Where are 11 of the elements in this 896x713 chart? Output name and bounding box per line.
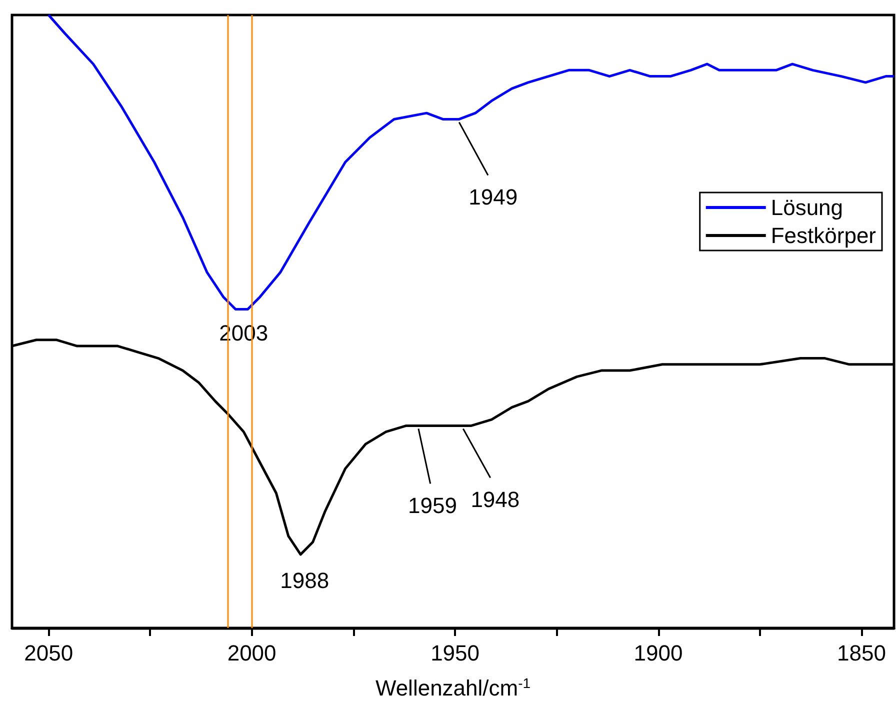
x-tick-label: 2000 — [227, 640, 276, 666]
x-tick-label: 1950 — [430, 640, 480, 666]
x-tick-label: 1900 — [634, 640, 683, 666]
annotation: 1948 — [470, 487, 520, 512]
x-tick-label: 1850 — [837, 640, 886, 666]
annotation: 1949 — [468, 184, 518, 210]
legend-label: Lösung — [770, 195, 844, 220]
legend-label: Festkörper — [770, 223, 876, 248]
annotation: 1988 — [280, 568, 330, 593]
annotation: 1959 — [408, 493, 457, 518]
x-tick-label: 2050 — [24, 640, 74, 666]
